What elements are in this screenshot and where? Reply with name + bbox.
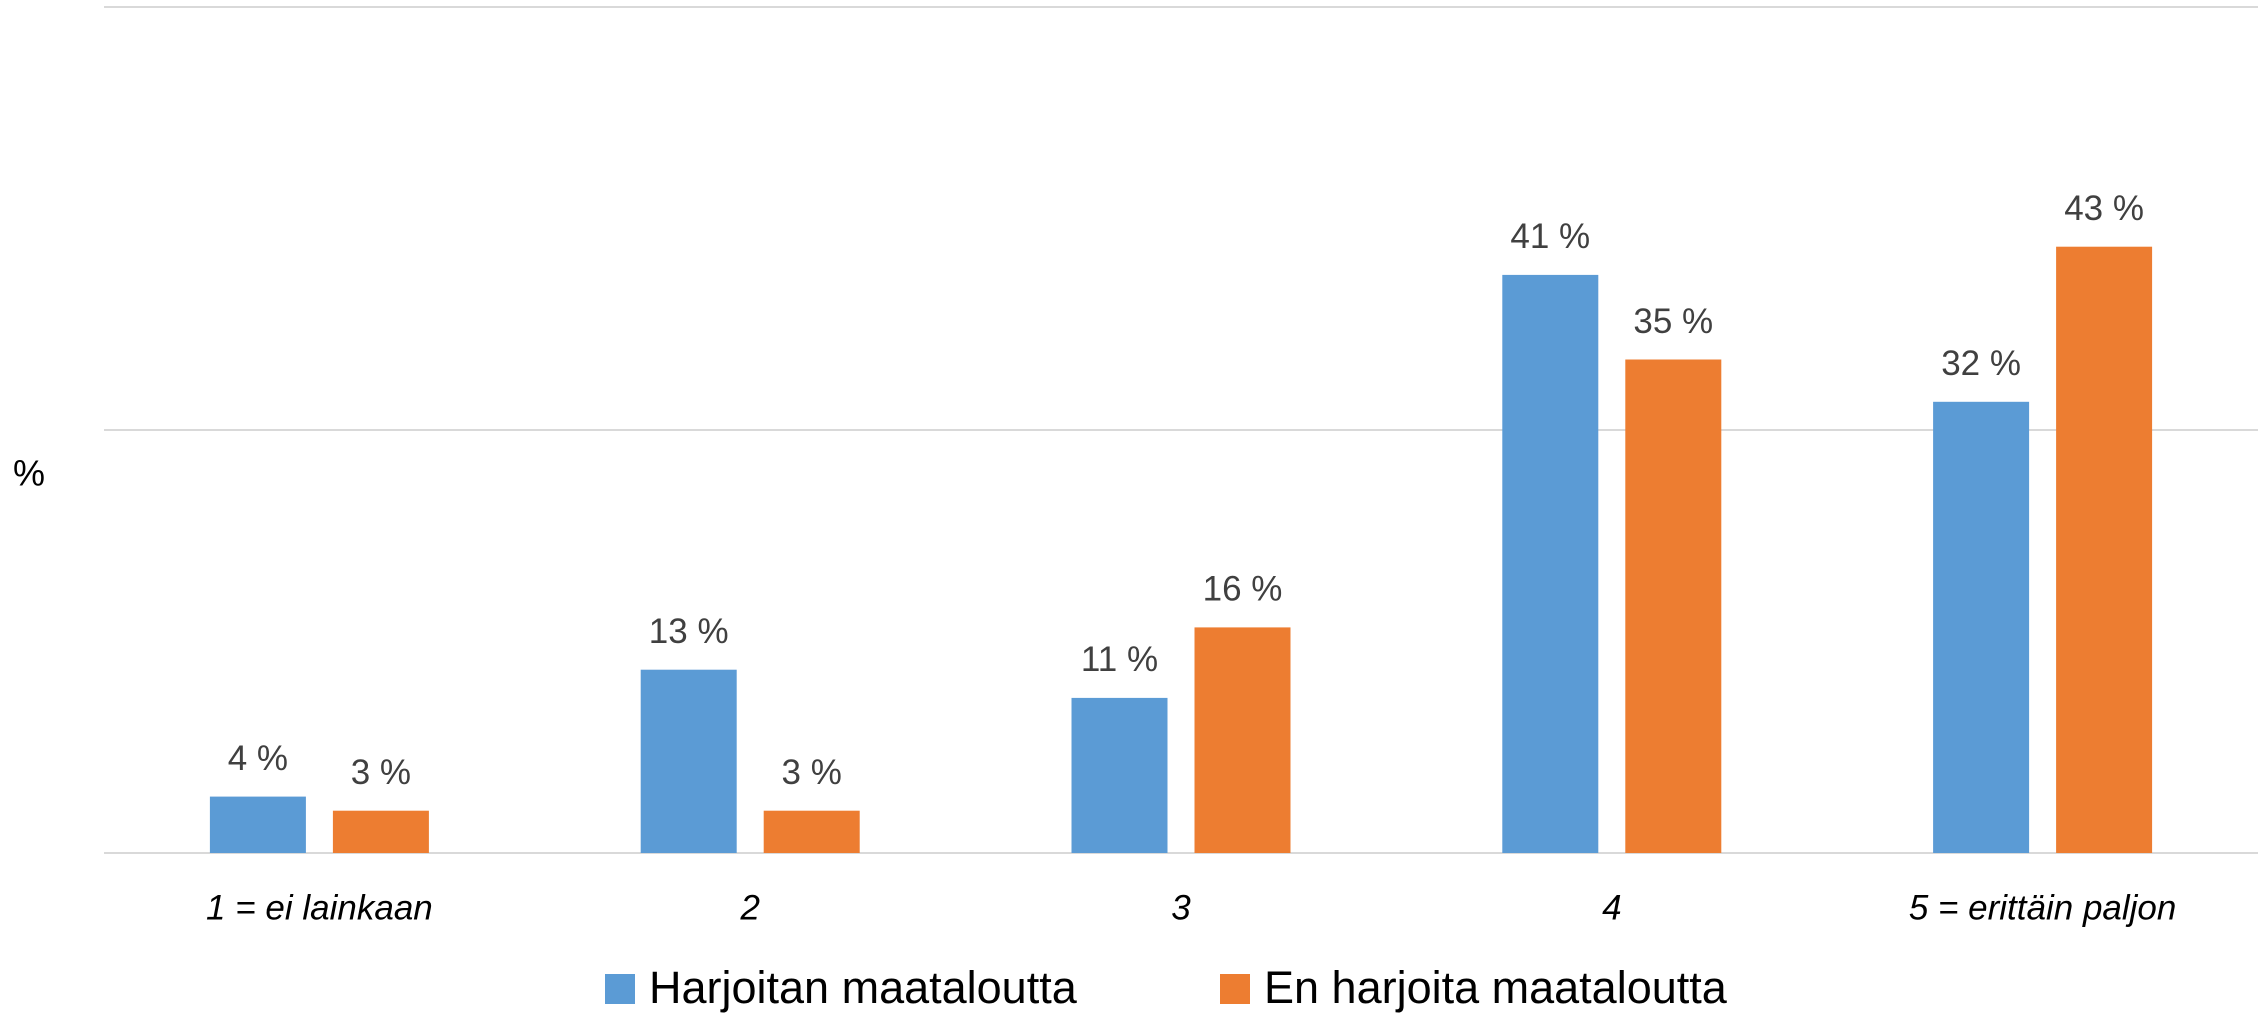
bar	[1194, 627, 1291, 853]
legend-swatch	[1220, 974, 1250, 1004]
x-tick-label: 1 = ei lainkaan	[206, 888, 433, 927]
legend-label: Harjoitan maataloutta	[649, 962, 1078, 1013]
bar	[1502, 274, 1599, 853]
data-label: 35 %	[1633, 302, 1713, 341]
y-axis-label: %	[13, 453, 45, 494]
bar	[763, 810, 860, 853]
data-label: 16 %	[1203, 570, 1283, 609]
data-label: 4 %	[228, 739, 288, 778]
legend-swatch	[605, 974, 635, 1004]
bar	[1933, 401, 2030, 853]
data-label: 32 %	[1941, 344, 2021, 383]
x-tick-label: 5 = erittäin paljon	[1909, 888, 2177, 927]
x-tick-label: 2	[739, 888, 759, 927]
x-tick-label: 3	[1171, 888, 1191, 927]
bar	[209, 796, 306, 853]
bar	[332, 810, 429, 853]
data-label: 43 %	[2064, 189, 2144, 228]
x-tick-label: 4	[1602, 888, 1621, 927]
data-label: 3 %	[782, 753, 842, 792]
data-label: 13 %	[649, 612, 729, 651]
bar	[2056, 246, 2153, 853]
legend-label: En harjoita maataloutta	[1264, 962, 1728, 1013]
bar	[1071, 697, 1168, 853]
data-label: 3 %	[351, 753, 411, 792]
data-label: 41 %	[1510, 217, 1590, 256]
bar	[640, 669, 737, 853]
bar	[1625, 359, 1722, 853]
data-label: 11 %	[1081, 640, 1158, 679]
